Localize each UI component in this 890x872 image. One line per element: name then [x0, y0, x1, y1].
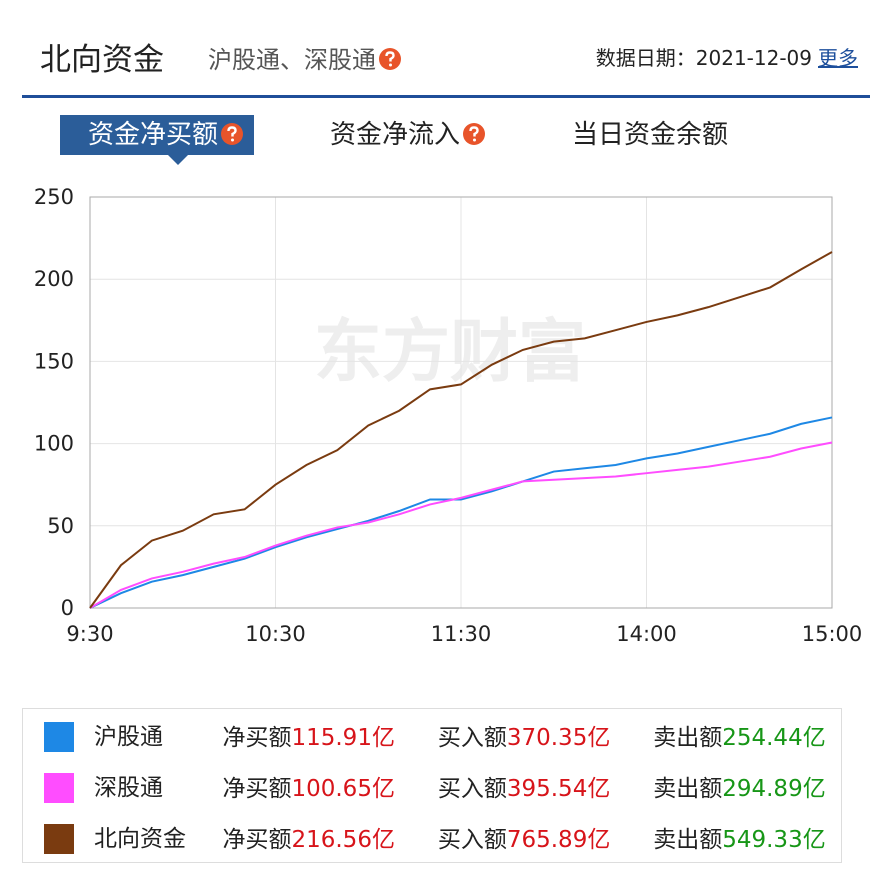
- legend-swatch: [44, 773, 74, 804]
- series-line: [89, 441, 833, 609]
- summary-cell: 买入额765.89亿: [438, 811, 653, 863]
- summary-label: 卖出额: [653, 826, 723, 853]
- series-line: [89, 416, 833, 609]
- x-tick-label: 14:00: [616, 622, 677, 646]
- legend-row: 沪股通 净买额115.91亿 买入额370.35亿 卖出额254.44亿: [23, 709, 842, 761]
- more-link[interactable]: 更多: [818, 46, 858, 70]
- summary-value: 100.65亿: [291, 775, 395, 802]
- summary-value: 765.89亿: [506, 826, 611, 853]
- summary-cell: 买入额370.35亿: [438, 709, 653, 761]
- summary-label: 净买额: [222, 724, 292, 751]
- legend-name-cell: 深股通: [23, 760, 223, 811]
- summary-value: 549.33亿: [722, 826, 826, 853]
- summary-label: 买入额: [437, 775, 507, 802]
- tab-label: 资金净买额: [88, 120, 219, 150]
- legend-name: 北向资金: [94, 825, 186, 852]
- summary-label: 净买额: [222, 775, 292, 802]
- subtitle-text: 沪股通、深股通: [208, 46, 376, 74]
- summary-value: 395.54亿: [506, 775, 611, 802]
- tab[interactable]: 当日资金余额: [572, 115, 728, 155]
- summary-label: 买入额: [437, 724, 507, 751]
- summary-label: 卖出额: [653, 775, 723, 802]
- summary-cell: 净买额100.65亿: [222, 760, 437, 811]
- legend-name-cell: 北向资金: [23, 811, 223, 863]
- chart: 东方财富 0 50 100 150 200 250 9:30 10:30 11:30 14:00 15…: [34, 185, 863, 646]
- y-tick-label: 250: [34, 185, 74, 209]
- date-label: 数据日期：: [595, 46, 696, 70]
- summary-label: 卖出额: [653, 724, 723, 751]
- help-icon[interactable]: [378, 47, 402, 71]
- legend-table: 沪股通 净买额115.91亿 买入额370.35亿 卖出额254.44亿 深股通 净买额1…: [22, 708, 842, 863]
- y-tick-label: 0: [61, 596, 74, 620]
- summary-value: 294.89亿: [722, 775, 826, 802]
- x-tick-label: 9:30: [66, 622, 113, 646]
- summary-value: 370.35亿: [506, 724, 611, 751]
- legend-name: 沪股通: [94, 723, 163, 750]
- tab-active[interactable]: 资金净买额: [60, 115, 255, 165]
- x-tick-label: 10:30: [245, 622, 306, 646]
- tab[interactable]: 资金净流入: [330, 115, 486, 155]
- tab-label: 当日资金余额: [572, 120, 729, 150]
- summary-cell: 净买额216.56亿: [222, 811, 437, 863]
- summary-cell: 净买额115.91亿: [222, 709, 437, 761]
- date-box: 数据日期：2021-12-09 更多: [596, 42, 858, 71]
- help-icon[interactable]: [462, 122, 486, 146]
- x-tick-label: 15:00: [802, 622, 863, 646]
- legend-swatch: [44, 722, 74, 753]
- legend-swatch: [44, 824, 74, 855]
- summary-label: 净买额: [222, 826, 292, 853]
- title: 北向资金: [40, 42, 164, 78]
- date: 2021-12-09: [695, 46, 812, 70]
- y-tick-label: 150: [34, 349, 74, 373]
- divider: [22, 95, 870, 98]
- watermark: 东方财富: [314, 313, 586, 392]
- summary-cell: 卖出额549.33亿: [653, 811, 841, 863]
- x-tick-label: 11:30: [431, 622, 492, 646]
- series-line: [89, 251, 833, 609]
- legend-name-cell: 沪股通: [23, 709, 223, 761]
- summary-value: 216.56亿: [291, 826, 395, 853]
- legend-row: 深股通 净买额100.65亿 买入额395.54亿 卖出额294.89亿: [23, 760, 842, 811]
- help-icon[interactable]: [220, 122, 244, 146]
- summary-cell: 买入额395.54亿: [438, 760, 653, 811]
- y-tick-label: 200: [34, 267, 74, 291]
- y-tick-label: 50: [47, 514, 74, 538]
- summary-value: 115.91亿: [291, 724, 395, 751]
- tab-label: 资金净流入: [330, 120, 461, 150]
- subtitle: 沪股通、深股通: [208, 40, 402, 75]
- y-tick-label: 100: [34, 432, 74, 456]
- summary-cell: 卖出额294.89亿: [653, 760, 841, 811]
- summary-cell: 卖出额254.44亿: [653, 709, 841, 761]
- plot-border: [89, 196, 833, 609]
- legend-row: 北向资金 净买额216.56亿 买入额765.89亿 卖出额549.33亿: [23, 811, 842, 863]
- summary-label: 买入额: [437, 826, 507, 853]
- legend-name: 深股通: [94, 774, 163, 801]
- summary-value: 254.44亿: [722, 724, 826, 751]
